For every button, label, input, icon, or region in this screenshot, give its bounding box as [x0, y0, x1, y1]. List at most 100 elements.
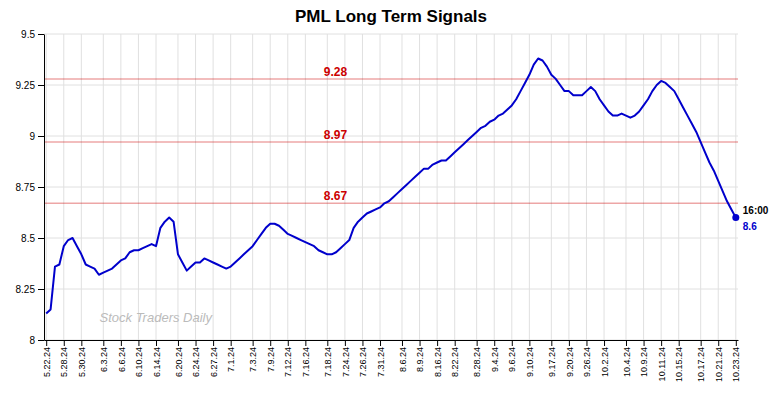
grid-line-x: [177, 34, 178, 340]
x-tick-mark: [512, 340, 513, 346]
x-tick-mark: [103, 340, 104, 346]
x-tick-mark: [701, 340, 702, 346]
chart-container: Stock Traders Daily5.22.245.28.245.30.24…: [0, 0, 784, 398]
y-axis-line: [44, 35, 45, 341]
x-axis: 5.22.24 5.28.24 5.30.24 6.3.24 6.6.24 6.10.24…: [42, 340, 742, 382]
x-tick-label: 8.6.24: [398, 347, 408, 372]
x-tick-label: 10.11.24: [657, 347, 667, 381]
y-tick-mark: [38, 187, 44, 188]
x-tick-label: 6.10.24: [134, 347, 144, 377]
grid-line-x: [661, 34, 662, 340]
x-tick-label: 7.24.24: [341, 347, 351, 377]
x-tick: 7.18.24: [323, 340, 333, 377]
x-tick-label: 10.2.24: [600, 347, 610, 377]
x-tick-label: 7.12.24: [283, 347, 293, 377]
x-tick: 10.17.24: [696, 340, 706, 382]
grid-line-x: [476, 34, 477, 340]
grid-line-x: [213, 34, 214, 340]
x-tick-mark: [626, 340, 627, 346]
x-tick: 7.31.24: [376, 340, 386, 377]
x-tick: 7.12.24: [283, 340, 293, 377]
x-tick-label: 7.9.24: [266, 347, 276, 372]
x-tick-mark: [156, 340, 157, 346]
x-tick: 6.24.24: [191, 340, 201, 377]
y-axis: 88.258.58.7599.259.5: [16, 29, 45, 346]
grid-line-x: [604, 34, 605, 340]
x-tick-label: 10.17.24: [696, 347, 706, 382]
x-tick: 7.16.24: [301, 340, 311, 377]
x-tick-label: 6.3.24: [99, 347, 109, 372]
x-tick-mark: [477, 340, 478, 346]
grid-line-x: [735, 34, 736, 340]
x-tick-mark: [345, 340, 346, 346]
x-tick-mark: [402, 340, 403, 346]
price-line: [46, 58, 736, 313]
y-tick-label: 9.25: [16, 80, 36, 91]
signal-label: 9.28: [324, 65, 348, 79]
x-tick-mark: [455, 340, 456, 346]
y-tick-label: 8: [29, 335, 35, 346]
grid-line-x: [437, 34, 438, 340]
signal-line: [44, 78, 738, 80]
grid-line-x: [678, 34, 679, 340]
x-tick-mark: [81, 340, 82, 346]
grid-line-x: [270, 34, 271, 340]
x-tick: 10.23.24: [731, 340, 741, 382]
grid-line-x: [344, 34, 345, 340]
x-tick: 10.9.24: [639, 340, 649, 377]
x-tick: 8.22.24: [450, 340, 460, 377]
y-tick-label: 9: [29, 131, 35, 142]
grid-line-y: [44, 340, 738, 341]
x-tick-mark: [551, 340, 552, 346]
x-tick-mark: [121, 340, 122, 346]
x-tick: 6.6.24: [117, 340, 127, 372]
y-tick: 9.25: [16, 80, 44, 91]
x-tick-label: 10.23.24: [731, 347, 741, 382]
x-tick: 7.24.24: [341, 340, 351, 377]
plot-area: [44, 58, 739, 313]
x-tick-mark: [569, 340, 570, 346]
y-tick: 9.5: [21, 29, 44, 40]
grid-line-x: [327, 34, 328, 340]
grid-line-y: [44, 238, 738, 239]
x-tick-mark: [231, 340, 232, 346]
signal-label: 8.97: [324, 128, 348, 142]
y-tick-mark: [38, 340, 44, 341]
x-tick-mark: [679, 340, 680, 346]
grid-line-x: [643, 34, 644, 340]
y-tick-label: 8.25: [16, 284, 36, 295]
x-tick-label: 7.3.24: [248, 347, 258, 372]
x-tick: 8.9.24: [415, 340, 425, 372]
x-tick-label: 5.30.24: [77, 347, 87, 377]
x-tick-label: 9.26.24: [582, 347, 592, 377]
x-tick: 9.6.24: [507, 340, 517, 372]
grid-line-x: [362, 34, 363, 340]
x-tick-mark: [253, 340, 254, 346]
grid-line-x: [305, 34, 306, 340]
x-tick: 5.28.24: [59, 340, 69, 377]
x-axis-line: [45, 340, 739, 341]
y-tick-mark: [38, 34, 44, 35]
x-tick-label: 5.22.24: [42, 347, 52, 377]
y-tick: 8.25: [16, 284, 44, 295]
grid-line-x: [195, 34, 196, 340]
end-annotation: 8.6: [743, 221, 757, 232]
x-tick-mark: [718, 340, 719, 346]
x-tick-mark: [327, 340, 328, 346]
signal-label: 8.67: [324, 189, 348, 203]
grid-line-x: [511, 34, 512, 340]
x-tick: 5.22.24: [42, 340, 52, 377]
x-tick-label: 7.16.24: [301, 347, 311, 377]
grid-line-x: [230, 34, 231, 340]
x-tick-mark: [213, 340, 214, 346]
x-tick: 10.2.24: [600, 340, 610, 377]
x-tick-label: 7.1.24: [226, 347, 236, 372]
y-tick-mark: [38, 238, 44, 239]
x-tick: 6.3.24: [99, 340, 109, 372]
x-tick: 6.27.24: [209, 340, 219, 377]
x-tick-label: 9.4.24: [490, 347, 500, 372]
end-point: [732, 214, 739, 221]
chart-title: PML Long Term Signals: [295, 7, 487, 26]
grid-line-x: [252, 34, 253, 340]
grid-line-y: [44, 289, 738, 290]
